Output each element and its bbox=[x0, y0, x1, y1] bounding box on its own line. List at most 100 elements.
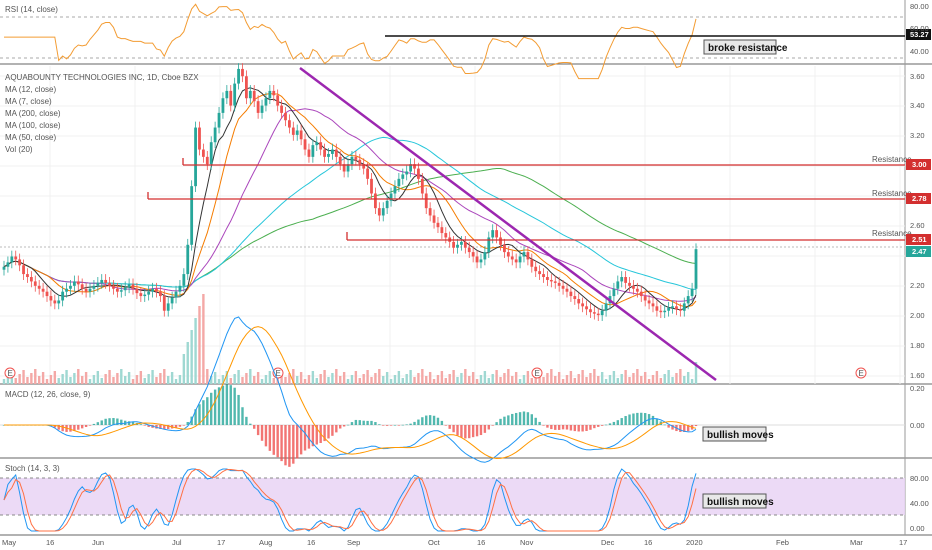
volume-bar bbox=[526, 371, 530, 384]
macd-histogram-bar bbox=[522, 411, 526, 425]
macd-histogram-bar bbox=[217, 387, 221, 425]
candle-body bbox=[655, 306, 659, 311]
price-tick-1-80: 1.80 bbox=[910, 341, 925, 350]
volume-bar bbox=[471, 372, 475, 384]
candle-body bbox=[381, 208, 385, 216]
macd-histogram-bar bbox=[237, 394, 240, 425]
candle-body bbox=[366, 168, 369, 179]
ma100-line bbox=[3, 136, 697, 290]
volume-bar bbox=[358, 378, 361, 384]
candle-body bbox=[127, 284, 131, 288]
macd-pane[interactable]: MACD (12, 26, close, 9) bullish moves 0.… bbox=[0, 316, 925, 467]
macd-histogram-bar bbox=[436, 417, 440, 425]
macd-histogram-bar bbox=[636, 412, 639, 425]
candle-body bbox=[604, 303, 608, 311]
macd-annotation-box[interactable] bbox=[702, 426, 767, 442]
macd-histogram-bar bbox=[307, 425, 311, 449]
price-axis[interactable]: 3.60 3.40 3.20 2.60 2.20 2.00 1.80 1.60 bbox=[910, 72, 925, 380]
volume-bar bbox=[155, 377, 158, 384]
volume-bar bbox=[350, 375, 354, 384]
macd-histogram-bar bbox=[432, 415, 436, 425]
earnings-marker-3[interactable] bbox=[531, 367, 543, 379]
candle-body bbox=[100, 279, 104, 283]
stoch-pane[interactable]: Stoch (14, 3, 3) bullish moves 80.00 40.… bbox=[0, 464, 929, 533]
x-label-2020: 2020 bbox=[686, 538, 703, 547]
macd-histogram-bar bbox=[186, 422, 189, 425]
candle-body bbox=[467, 247, 471, 253]
x-label-mar-17: 17 bbox=[899, 538, 907, 547]
volume-bar bbox=[272, 378, 275, 384]
candle-body bbox=[483, 252, 487, 260]
candle-body bbox=[460, 241, 463, 245]
macd-histogram-bar bbox=[683, 425, 686, 433]
earnings-marker-4[interactable] bbox=[855, 367, 867, 379]
x-label-dec: Dec bbox=[601, 538, 615, 547]
candle-body bbox=[452, 241, 456, 248]
volume-bar bbox=[249, 369, 252, 384]
volume-bar bbox=[643, 372, 647, 384]
macd-histogram-bar bbox=[221, 385, 225, 425]
volume-bar bbox=[264, 375, 268, 384]
candle-body bbox=[647, 300, 651, 304]
candle-body bbox=[139, 293, 143, 297]
macd-histogram-bar bbox=[80, 425, 84, 429]
candle-body bbox=[166, 303, 170, 311]
volume-bar bbox=[18, 374, 21, 384]
time-axis[interactable]: May 16 Jun Jul 17 Aug 16 Sep Oct 16 Nov … bbox=[2, 538, 907, 547]
rsi-pane[interactable]: RSI (14, close) broke resistance 53.27 8… bbox=[0, 2, 931, 80]
volume-bar bbox=[159, 373, 162, 384]
candle-body bbox=[354, 156, 358, 160]
earnings-markers[interactable]: E E E E bbox=[4, 367, 867, 379]
macd-histogram-bar bbox=[542, 425, 545, 426]
macd-histogram-bar bbox=[511, 413, 514, 425]
volume-bar bbox=[96, 371, 100, 384]
legend-symbol: AQUABOUNTY TECHNOLOGIES INC, 1D, Cboe BZ… bbox=[5, 73, 199, 82]
macd-histogram-bar bbox=[483, 425, 487, 433]
candle-body bbox=[76, 281, 80, 285]
volume-bar bbox=[421, 369, 424, 384]
macd-line bbox=[4, 316, 697, 463]
candle-body bbox=[151, 288, 154, 292]
volume-bar bbox=[436, 375, 440, 384]
stoch-d-line bbox=[3, 468, 697, 532]
volume-bar bbox=[307, 375, 311, 384]
volume-bar bbox=[53, 371, 57, 384]
candle-body bbox=[385, 200, 389, 209]
price-tick-2-60: 2.60 bbox=[910, 221, 925, 230]
macd-histogram-bar bbox=[479, 425, 483, 436]
volume-bar bbox=[147, 374, 150, 384]
macd-histogram-bar bbox=[315, 425, 318, 445]
macd-histogram-bar bbox=[440, 420, 444, 425]
macd-histogram-bar bbox=[655, 418, 659, 425]
stoch-annotation-box[interactable] bbox=[702, 493, 767, 509]
candle-body bbox=[323, 149, 326, 157]
rsi-annotation-box[interactable] bbox=[703, 39, 777, 55]
volume-bar bbox=[284, 377, 287, 384]
ma50-line bbox=[3, 108, 697, 302]
price-pane[interactable]: Resistance Resistance Resistance 3.00 2.… bbox=[2, 63, 931, 384]
volume-bar bbox=[577, 374, 580, 384]
macd-histogram-bar bbox=[194, 409, 197, 425]
candle-body bbox=[671, 306, 674, 308]
candle-body bbox=[252, 90, 256, 102]
volume-bar bbox=[456, 377, 459, 384]
candle-body bbox=[569, 291, 573, 297]
macd-histogram-bar bbox=[643, 413, 647, 425]
earnings-marker-1[interactable] bbox=[4, 367, 16, 379]
macd-histogram-bar bbox=[667, 425, 670, 428]
candle-body bbox=[115, 288, 119, 292]
macd-histogram-bar bbox=[671, 425, 674, 430]
price-tick-3-20: 3.20 bbox=[910, 131, 925, 140]
macd-histogram-bar bbox=[530, 414, 533, 425]
volume-bar bbox=[616, 378, 620, 384]
candle-body bbox=[503, 244, 506, 253]
candle-body bbox=[131, 284, 135, 289]
macd-histogram-bar bbox=[288, 425, 291, 467]
macd-histogram-bar bbox=[632, 413, 635, 425]
macd-histogram-bar bbox=[167, 425, 170, 429]
candle-body bbox=[342, 164, 346, 172]
candle-body bbox=[479, 259, 483, 263]
candle-body bbox=[553, 281, 557, 283]
macd-histogram-bar bbox=[299, 425, 303, 455]
